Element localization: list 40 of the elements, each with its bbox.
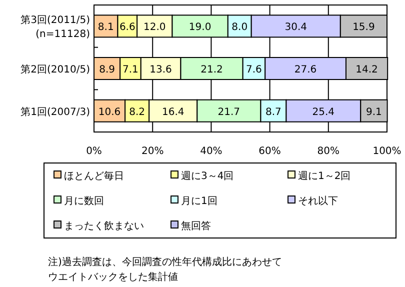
data-label: 21.7: [218, 106, 240, 118]
data-label: 14.2: [356, 64, 378, 76]
data-label: 8.7: [266, 106, 282, 118]
data-label: 9.1: [366, 106, 382, 118]
data-label: 8.2: [129, 106, 146, 118]
legend-label: それ以下: [298, 195, 338, 207]
x-tick-label: 60%: [258, 146, 281, 157]
x-tick-label: 40%: [200, 146, 222, 157]
legend-label: まったく飲まない: [64, 221, 144, 232]
legend-label: 週に3～4回: [181, 171, 234, 182]
legend-label: ほとんど毎日: [64, 170, 124, 182]
data-label: 30.4: [284, 22, 308, 34]
x-tick-label: 100%: [372, 146, 402, 157]
data-label: 27.6: [294, 64, 317, 76]
text: 注)過去調査は、今回調査の性年代構成比にあわせて: [48, 256, 282, 268]
legend-label: 週に1～2回: [298, 171, 351, 182]
legend-label: 月に1回: [181, 196, 218, 207]
x-tick-label: 20%: [141, 146, 164, 157]
y-tick-label: 第1回(2007/3): [20, 106, 90, 118]
data-label: 7.6: [246, 64, 262, 76]
data-label: 21.2: [200, 64, 223, 76]
data-label: 8.1: [98, 22, 114, 34]
y-tick-label: 第2回(2010/5): [20, 64, 90, 76]
data-label: 19.0: [188, 22, 212, 34]
legend-label: 無回答: [181, 220, 211, 232]
text: ウエイトバックをした集計値: [48, 271, 178, 283]
data-label: 10.6: [98, 106, 121, 118]
data-label: 8.0: [232, 22, 248, 34]
data-label: 8.9: [99, 64, 115, 76]
data-label: 16.4: [162, 106, 184, 118]
legend-label: 月に数回: [64, 196, 104, 207]
y-tick-label: 第3回(2011/5) (n=11128): [20, 14, 90, 40]
data-label: 15.9: [352, 22, 375, 34]
data-label: 7.1: [122, 64, 138, 76]
data-label: 25.4: [312, 106, 335, 118]
data-label: 13.6: [150, 64, 172, 76]
data-label: 12.0: [144, 22, 166, 34]
x-tick-label: 0%: [86, 146, 102, 157]
x-tick-label: 80%: [317, 146, 340, 157]
data-label: 6.6: [119, 22, 136, 34]
